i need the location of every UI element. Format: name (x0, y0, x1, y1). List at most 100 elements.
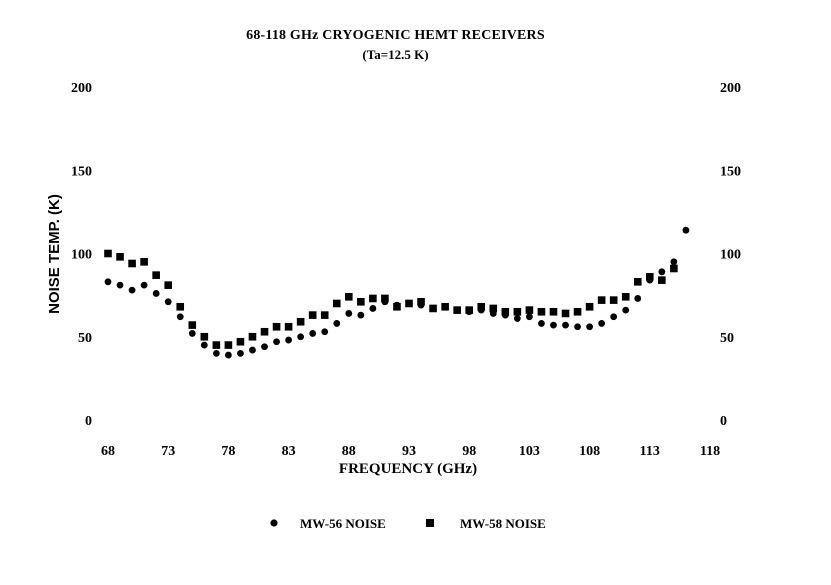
x-tick-label: 113 (640, 444, 660, 459)
x-axis-ticks: 68 73 78 83 88 93 98 103 108 113 118 (101, 444, 720, 459)
data-point-circle (321, 328, 329, 336)
data-point-square (489, 304, 498, 313)
data-point-square (658, 276, 666, 284)
data-point-square (188, 321, 197, 329)
data-point-square (200, 332, 209, 341)
data-point-square (272, 322, 281, 331)
data-point-circle (550, 321, 557, 329)
data-point-square (561, 309, 570, 318)
x-tick-label: 93 (402, 444, 416, 459)
data-point-circle (670, 258, 678, 266)
data-point-square (417, 297, 425, 306)
data-point-square (212, 341, 221, 349)
x-tick-label: 88 (342, 444, 356, 459)
data-point-square (128, 259, 136, 268)
data-point-square (646, 273, 654, 281)
y-tick-label-right: 150 (720, 164, 741, 179)
data-point-circle (261, 343, 268, 351)
data-point-circle (369, 305, 377, 312)
data-point-square (633, 278, 642, 286)
data-point-square (236, 337, 245, 346)
data-point-circle (104, 278, 112, 286)
data-point-square (296, 317, 305, 326)
data-point-square (345, 292, 353, 301)
data-point-square (597, 296, 606, 304)
data-point-circle (526, 313, 533, 321)
data-point-circle (273, 338, 280, 346)
data-point-square (152, 271, 160, 279)
y-tick-label-right: 0 (720, 414, 727, 429)
series-mw-58 (104, 249, 678, 349)
x-tick-label: 118 (700, 444, 720, 459)
data-point-circle (309, 330, 317, 337)
data-point-circle (140, 281, 148, 289)
y-tick-label-right: 200 (720, 81, 741, 96)
data-point-circle (200, 341, 208, 349)
x-tick-label: 103 (519, 444, 540, 459)
data-point-circle (345, 310, 353, 317)
data-point-square (573, 307, 582, 316)
x-tick-label: 68 (101, 444, 115, 459)
legend-label-mw56: MW-56 NOISE (300, 516, 386, 531)
data-point-square (621, 292, 630, 301)
data-point-circle (598, 320, 606, 327)
x-tick-label: 83 (282, 444, 296, 459)
data-point-circle (116, 281, 124, 289)
legend-marker-mw56 (270, 519, 278, 527)
data-point-circle (574, 323, 581, 331)
data-point-circle (176, 313, 184, 321)
data-point-circle (188, 330, 196, 337)
data-point-circle (249, 346, 256, 354)
data-point-square (609, 296, 618, 304)
data-point-circle (152, 290, 160, 297)
data-point-square (140, 258, 148, 266)
x-tick-label: 98 (462, 444, 476, 459)
data-point-circle (513, 315, 521, 322)
series-layer (104, 226, 690, 359)
data-point-circle (658, 268, 666, 276)
chart-subtitle: (Ta=12.5 K) (362, 47, 429, 62)
y-tick-label-right: 100 (720, 248, 741, 263)
data-point-square (332, 299, 341, 308)
y-tick-label-right: 50 (720, 331, 734, 346)
x-axis-label: FREQUENCY (GHz) (339, 461, 477, 477)
data-point-square (369, 294, 377, 303)
data-point-square (357, 297, 365, 306)
data-point-square (308, 311, 317, 319)
x-tick-label: 108 (579, 444, 600, 459)
data-point-square (164, 281, 172, 289)
data-point-square (393, 302, 401, 311)
legend-label-mw58: MW-58 NOISE (460, 516, 546, 531)
legend-marker-mw58 (426, 519, 434, 527)
x-tick-label: 78 (221, 444, 235, 459)
data-point-square (537, 307, 546, 316)
x-tick-label: 73 (161, 444, 175, 459)
data-point-square (260, 327, 269, 336)
y-tick-label-left: 50 (78, 331, 92, 346)
data-point-square (224, 341, 233, 349)
data-point-circle (297, 333, 305, 341)
y-tick-label-left: 200 (71, 81, 92, 96)
data-point-square (429, 304, 437, 313)
data-point-circle (128, 286, 136, 294)
series-mw-56 (104, 226, 690, 359)
y-axis-right-ticks: 0 50 100 150 200 (720, 81, 741, 429)
legend: MW-56 NOISE MW-58 NOISE (270, 516, 546, 531)
data-point-circle (562, 321, 569, 329)
data-point-square (585, 302, 594, 311)
data-point-circle (164, 298, 172, 306)
data-point-circle (212, 350, 220, 357)
data-point-square (513, 307, 522, 316)
data-point-square (441, 302, 449, 311)
data-point-circle (285, 336, 292, 344)
data-point-circle (225, 351, 232, 359)
y-tick-label-left: 150 (71, 164, 92, 179)
data-point-circle (586, 323, 593, 331)
data-point-circle (622, 306, 630, 314)
data-point-circle (634, 295, 642, 302)
y-tick-label-left: 100 (71, 248, 92, 263)
data-point-circle (237, 350, 244, 357)
data-point-square (248, 332, 257, 341)
data-point-square (465, 306, 473, 314)
data-point-square (116, 253, 124, 261)
